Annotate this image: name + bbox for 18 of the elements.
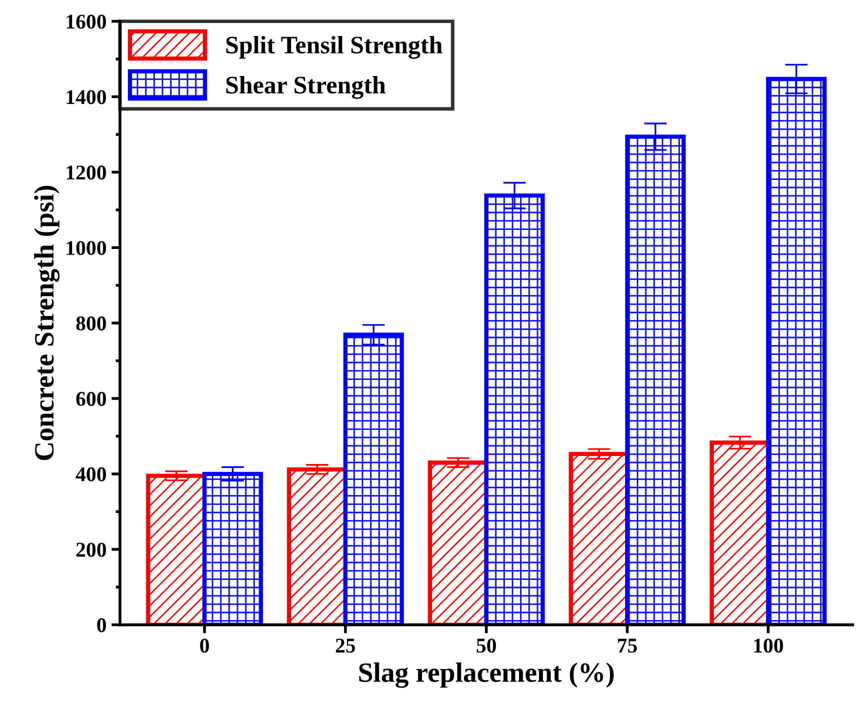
legend-label: Shear Strength bbox=[226, 76, 386, 99]
x-tick-label: 0 bbox=[200, 638, 209, 653]
y-tick-label: 600 bbox=[76, 392, 106, 406]
x-axis-title: Slag replacement (%) bbox=[359, 662, 614, 688]
x-tick-label: 25 bbox=[336, 638, 356, 653]
y-tick-label: 200 bbox=[76, 542, 106, 557]
y-tick-label: 1000 bbox=[66, 240, 106, 256]
x-tick-label: 50 bbox=[476, 638, 496, 653]
x-tick-label: 75 bbox=[618, 638, 637, 653]
y-axis-title: Concrete Strength (psi) bbox=[34, 186, 60, 460]
y-tick-label: 400 bbox=[76, 467, 106, 482]
y-tick-label: 800 bbox=[76, 316, 106, 330]
x-tick-label: 100 bbox=[754, 638, 783, 653]
legend-label: Split Tensil Strength bbox=[226, 36, 442, 59]
y-tick-label: 1600 bbox=[66, 14, 106, 29]
y-tick-label: 0 bbox=[97, 618, 106, 632]
y-tick-label: 1400 bbox=[66, 90, 106, 104]
y-tick-label: 1200 bbox=[66, 166, 106, 180]
